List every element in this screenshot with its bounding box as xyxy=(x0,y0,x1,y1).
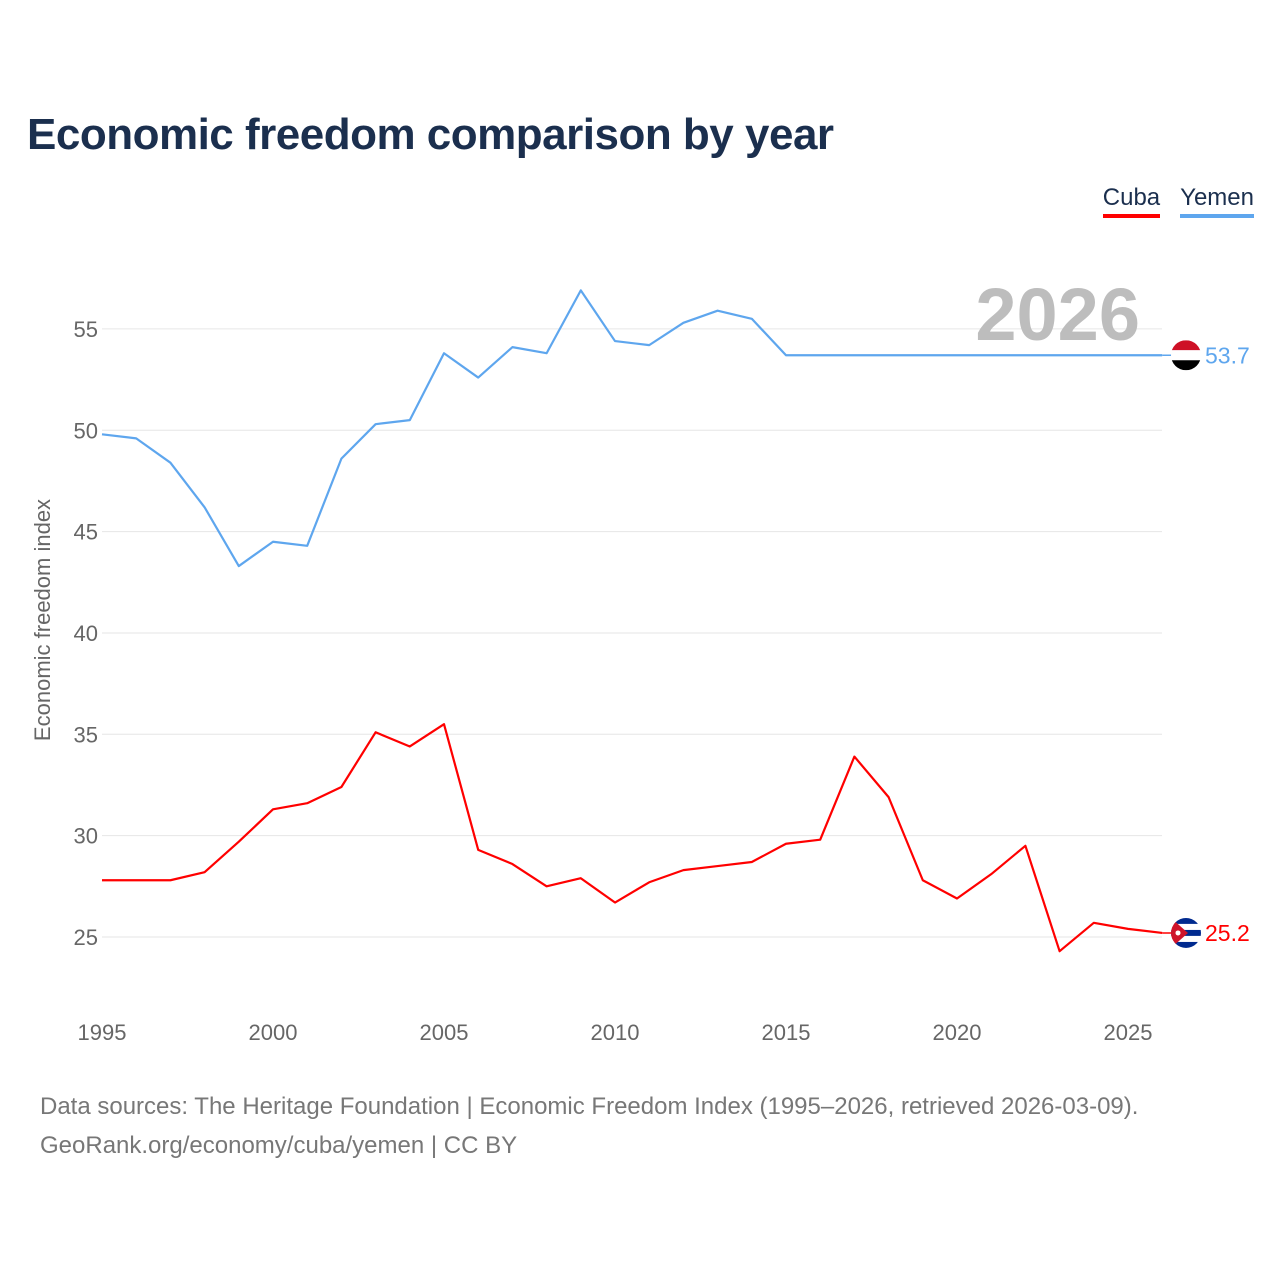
x-tick-label: 2005 xyxy=(420,1020,469,1045)
x-tick-label: 2020 xyxy=(933,1020,982,1045)
series-line-yemen xyxy=(101,289,1163,568)
end-value-label: 53.7 xyxy=(1205,342,1250,368)
chart-title: Economic freedom comparison by year xyxy=(27,110,834,159)
x-tick-label: 2000 xyxy=(249,1020,298,1045)
footer-credit: GeoRank.org/economy/cuba/yemen | CC BY xyxy=(40,1132,518,1159)
y-tick-label: 35 xyxy=(74,722,98,747)
x-tick-label: 2025 xyxy=(1104,1020,1153,1045)
legend-yemen[interactable]: Yemen xyxy=(1180,184,1254,218)
footer: Data sources: The Heritage Foundation | … xyxy=(40,1087,1138,1165)
y-axis-label: Economic freedom index xyxy=(30,499,55,741)
x-tick-label: 2010 xyxy=(591,1020,640,1045)
legend-cuba[interactable]: Cuba xyxy=(1102,184,1161,218)
yemen-flag-icon xyxy=(1171,340,1201,371)
series-line-cuba xyxy=(102,723,1163,953)
cuba-flag-icon xyxy=(1171,917,1201,948)
legend: Cuba Yemen xyxy=(1102,184,1254,218)
y-tick-label: 45 xyxy=(74,520,98,545)
x-tick-label: 2015 xyxy=(762,1020,811,1045)
y-tick-label: 25 xyxy=(74,925,98,950)
y-tick-label: 50 xyxy=(74,418,98,443)
year-label: 2026 xyxy=(975,273,1140,356)
y-tick-label: 30 xyxy=(74,824,98,849)
x-tick-label: 1995 xyxy=(78,1020,127,1045)
end-value-label: 25.2 xyxy=(1205,920,1250,946)
y-tick-label: 55 xyxy=(74,317,98,342)
footer-sources: Data sources: The Heritage Foundation | … xyxy=(40,1093,1139,1120)
y-tick-label: 40 xyxy=(74,621,98,646)
